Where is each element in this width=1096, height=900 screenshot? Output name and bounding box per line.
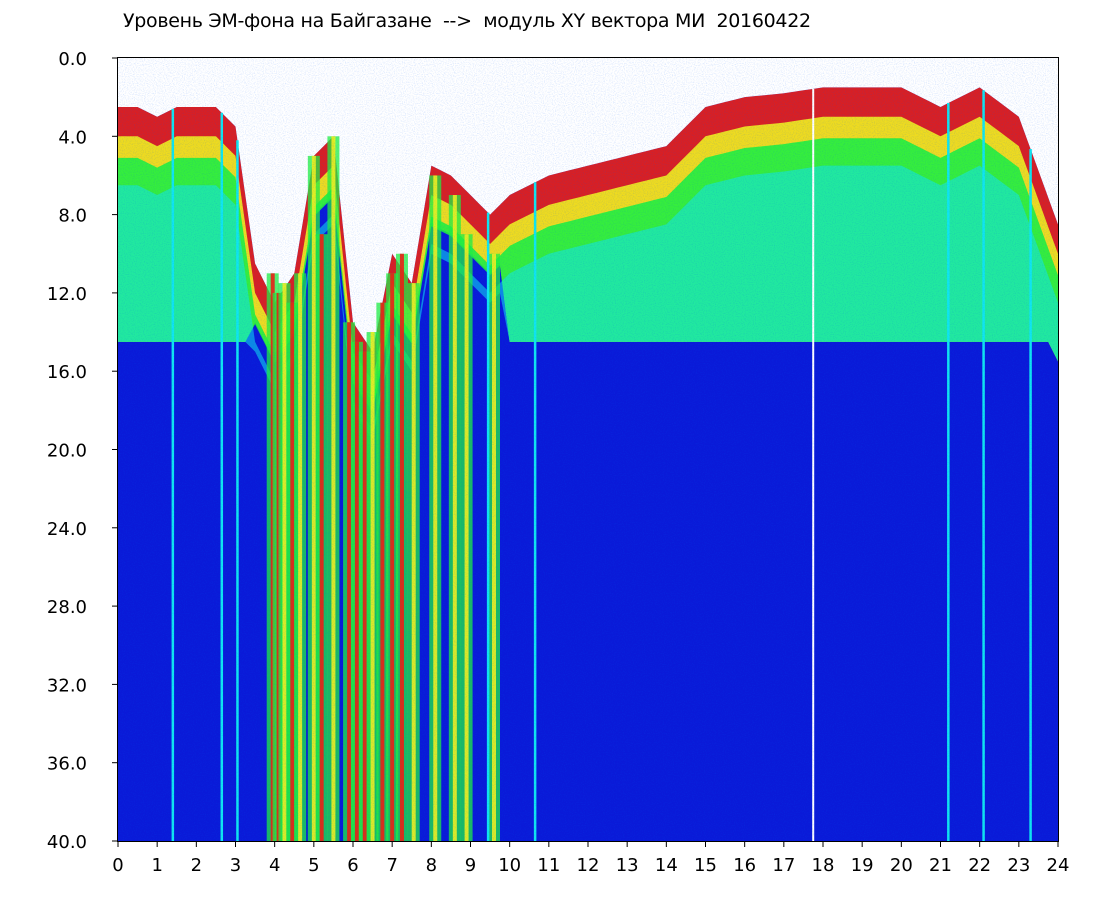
x-tick-label: 7: [386, 855, 397, 876]
x-axis: 0 1 2 3 4 5 6 7 8 9 10 11 12 13 14 15 16 17 18 19 20 21 22 23 24: [112, 841, 1069, 876]
y-tick-label: 4.0: [58, 127, 87, 148]
y-tick-label: 16.0: [47, 362, 87, 383]
x-tick-label: 0: [112, 855, 123, 876]
x-tick-label: 12: [577, 855, 600, 876]
y-tick-label: 36.0: [47, 754, 87, 775]
chart-title: Уровень ЭМ-фона на Байгазане --> модуль …: [123, 10, 811, 32]
x-tick-label: 5: [308, 855, 319, 876]
y-tick-label: 20.0: [47, 441, 87, 462]
x-tick-label: 13: [616, 855, 639, 876]
y-tick-label: 8.0: [58, 206, 87, 227]
y-tick-label: 12.0: [47, 284, 87, 305]
x-tick-label: 24: [1047, 855, 1070, 876]
x-tick-label: 16: [733, 855, 756, 876]
x-tick-label: 19: [851, 855, 874, 876]
x-tick-label: 20: [890, 855, 913, 876]
x-tick-label: 22: [968, 855, 991, 876]
y-tick-label: 32.0: [47, 675, 87, 696]
x-tick-label: 2: [191, 855, 202, 876]
x-tick-label: 15: [694, 855, 717, 876]
x-tick-label: 4: [269, 855, 280, 876]
y-axis: 0.0 4.0 8.0 12.0 16.0 20.0 24.0 28.0 32.0 36.0 40.…: [47, 49, 118, 853]
x-tick-label: 11: [537, 855, 560, 876]
y-tick-label: 40.0: [47, 832, 87, 853]
x-tick-label: 3: [230, 855, 241, 876]
y-tick-label: 24.0: [47, 519, 87, 540]
y-tick-label: 0.0: [58, 49, 87, 70]
x-tick-label: 23: [1007, 855, 1030, 876]
x-tick-label: 17: [772, 855, 795, 876]
x-tick-label: 18: [812, 855, 835, 876]
plot-area: [118, 58, 1058, 841]
y-tick-label: 28.0: [47, 597, 87, 618]
x-tick-label: 1: [151, 855, 162, 876]
x-tick-label: 10: [498, 855, 521, 876]
noise-texture: [118, 58, 1058, 841]
x-tick-label: 21: [929, 855, 952, 876]
x-tick-label: 9: [465, 855, 476, 876]
x-tick-label: 8: [426, 855, 437, 876]
x-tick-label: 6: [347, 855, 358, 876]
x-tick-label: 14: [655, 855, 678, 876]
